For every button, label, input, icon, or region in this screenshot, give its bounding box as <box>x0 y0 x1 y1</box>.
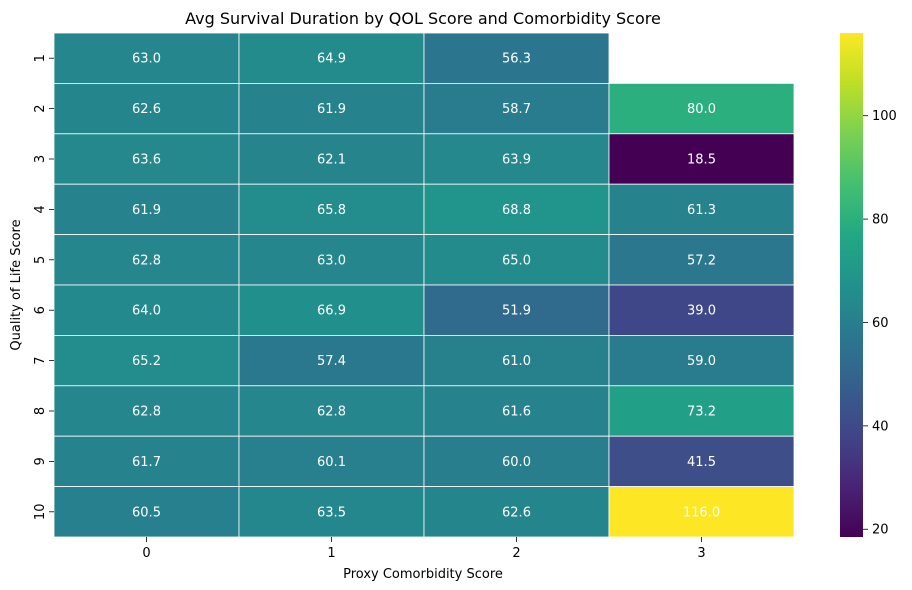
colorbar <box>840 33 863 537</box>
heatmap-cell <box>238 385 425 437</box>
cell-value-label: 66.9 <box>317 304 346 319</box>
heatmap-cell <box>608 486 795 538</box>
y-tick-label: 3 <box>33 155 48 163</box>
cell-value-label: 68.8 <box>502 203 531 218</box>
heatmap-cells <box>53 32 795 538</box>
heatmap-cell <box>238 284 425 336</box>
heatmap-cell <box>423 32 610 84</box>
y-tick-label: 5 <box>33 256 48 264</box>
y-tick-label: 1 <box>33 54 48 62</box>
cell-value-label: 18.5 <box>687 153 716 168</box>
heatmap-cell <box>53 385 240 437</box>
y-tick-label: 6 <box>33 306 48 314</box>
y-tick-label: 7 <box>33 356 48 364</box>
cell-value-label: 60.5 <box>132 505 161 520</box>
cell-value-label: 56.3 <box>502 52 531 67</box>
heatmap-cell <box>608 385 795 437</box>
y-tick-label: 4 <box>33 205 48 213</box>
y-tick-label: 8 <box>33 407 48 415</box>
cell-value-label: 57.4 <box>317 354 346 369</box>
heatmap-cell <box>238 183 425 235</box>
cell-value-label: 63.0 <box>132 52 161 67</box>
heatmap-cell <box>608 183 795 235</box>
heatmap-cell <box>423 83 610 135</box>
cell-value-label: 63.0 <box>317 253 346 268</box>
x-axis-ticks: 0 1 2 3 <box>142 537 706 561</box>
cell-value-label: 62.8 <box>317 405 346 420</box>
cell-value-label: 61.6 <box>502 405 531 420</box>
heatmap-cell <box>423 284 610 336</box>
cell-value-label: 63.5 <box>317 505 346 520</box>
y-tick-label: 10 <box>33 504 48 521</box>
heatmap-cell <box>423 133 610 185</box>
heatmap-cell <box>608 435 795 488</box>
cell-value-label: 65.2 <box>132 354 161 369</box>
cell-value-label: 57.2 <box>687 253 716 268</box>
cell-value-label: 64.0 <box>132 304 161 319</box>
cell-value-label: 116.0 <box>683 505 720 520</box>
heatmap-cell <box>608 334 795 387</box>
heatmap-cell <box>53 486 240 538</box>
cell-value-label: 59.0 <box>687 354 716 369</box>
heatmap-cell <box>608 284 795 336</box>
heatmap-cell <box>238 32 425 84</box>
x-tick-label: 0 <box>142 546 150 561</box>
heatmap-cell <box>423 234 610 286</box>
heatmap-cell <box>53 83 240 135</box>
cell-value-label: 63.6 <box>132 153 161 168</box>
y-axis-ticks: 1 2 3 4 5 6 7 8 9 10 <box>33 54 54 520</box>
cell-value-label: 61.0 <box>502 354 531 369</box>
heatmap-cell <box>53 183 240 235</box>
y-tick-label: 9 <box>33 457 48 465</box>
cell-value-label: 39.0 <box>687 304 716 319</box>
cell-value-label: 61.7 <box>132 455 161 470</box>
heatmap-cell <box>238 83 425 135</box>
cell-value-label: 62.6 <box>502 505 531 520</box>
cell-value-label: 60.1 <box>317 455 346 470</box>
heatmap-cell <box>608 234 795 286</box>
y-tick-label: 2 <box>33 104 48 112</box>
cell-value-label: 80.0 <box>687 102 716 117</box>
x-tick-label: 2 <box>512 546 520 561</box>
cell-value-label: 62.8 <box>132 253 161 268</box>
cell-value-label: 62.8 <box>132 405 161 420</box>
colorbar-tick-label: 20 <box>872 523 889 538</box>
cell-value-label: 41.5 <box>687 455 716 470</box>
heatmap-cell <box>423 183 610 235</box>
cell-value-label: 73.2 <box>687 405 716 420</box>
colorbar-ticks: 20 40 60 80 100 <box>863 109 897 538</box>
colorbar-tick-label: 60 <box>872 316 889 331</box>
cell-value-label: 65.0 <box>502 253 531 268</box>
x-tick-label: 1 <box>327 546 335 561</box>
cell-value-label: 60.0 <box>502 455 531 470</box>
colorbar-tick-label: 100 <box>872 109 897 124</box>
cell-value-label: 61.9 <box>132 203 161 218</box>
chart-title: Avg Survival Duration by QOL Score and C… <box>185 9 661 28</box>
cell-value-label: 65.8 <box>317 203 346 218</box>
cell-value-label: 64.9 <box>317 52 346 67</box>
cell-value-label: 61.3 <box>687 203 716 218</box>
heatmap-cell <box>238 334 425 387</box>
x-axis-label: Proxy Comorbidity Score <box>343 567 503 582</box>
cell-value-label: 62.6 <box>132 102 161 117</box>
x-tick-label: 3 <box>697 546 705 561</box>
cell-value-label: 63.9 <box>502 153 531 168</box>
heatmap-cell <box>238 234 425 286</box>
y-axis-label: Quality of Life Score <box>9 219 24 350</box>
heatmap-cell <box>53 32 240 84</box>
heatmap-cell <box>423 486 610 538</box>
heatmap-cell <box>608 133 795 185</box>
cell-value-label: 62.1 <box>317 153 346 168</box>
cell-value-label: 51.9 <box>502 304 531 319</box>
colorbar-tick-label: 40 <box>872 419 889 434</box>
heatmap-cell <box>53 284 240 336</box>
cell-value-label: 58.7 <box>502 102 531 117</box>
cell-value-label: 61.9 <box>317 102 346 117</box>
heatmap-cell-labels: 63.0 64.9 56.3 62.6 61.9 58.7 80.0 63.6 62.1 63.9… <box>132 52 720 521</box>
colorbar-tick-label: 80 <box>872 213 889 228</box>
heatmap-cell <box>238 486 425 538</box>
